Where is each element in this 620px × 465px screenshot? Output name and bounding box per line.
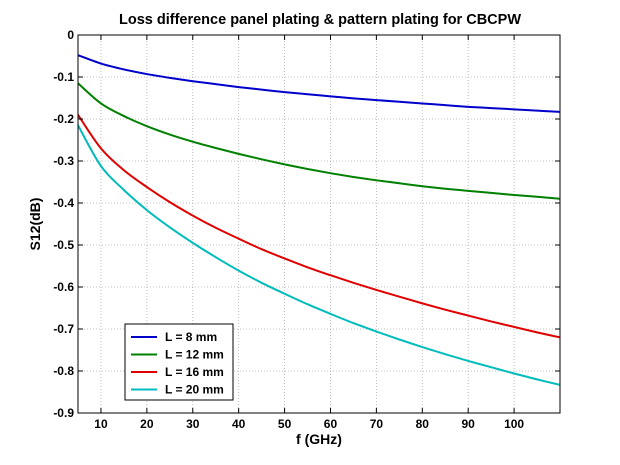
- legend-label-1: L = 8 mm: [165, 330, 217, 344]
- x-tick-label: 30: [186, 417, 200, 431]
- series-lines: [78, 54, 560, 386]
- x-tick-label: 50: [278, 417, 292, 431]
- legend-label-3: L = 16 mm: [165, 365, 224, 379]
- y-tick-label: -0.5: [53, 238, 74, 252]
- legend-label-4: L = 20 mm: [165, 383, 224, 397]
- x-tick-label: 60: [324, 417, 338, 431]
- y-tick-label: -0.2: [53, 112, 74, 126]
- chart-title: Loss difference panel plating & pattern …: [119, 12, 521, 28]
- x-tick-label: 70: [370, 417, 384, 431]
- grid: [78, 35, 560, 413]
- x-tick-label: 80: [416, 417, 430, 431]
- y-tick-label: 0: [67, 28, 74, 42]
- x-tick-label: 20: [140, 417, 154, 431]
- series-line-3: [78, 113, 560, 339]
- legend: L = 8 mm L = 12 mm L = 16 mm L = 20 mm: [124, 323, 234, 401]
- x-axis-label: f (GHz): [296, 431, 342, 447]
- y-axis-label: S12(dB): [27, 198, 43, 251]
- y-axis-ticks: 0 -0.1 -0.2 -0.3 -0.4 -0.5 -0.6 -0.7 -0.8 -0.9: [53, 28, 560, 420]
- x-tick-label: 10: [94, 417, 108, 431]
- y-tick-label: -0.6: [53, 280, 74, 294]
- x-tick-label: 100: [504, 417, 524, 431]
- y-tick-label: -0.3: [53, 154, 74, 168]
- y-tick-label: -0.8: [53, 364, 74, 378]
- y-tick-label: -0.1: [53, 70, 74, 84]
- x-axis-ticks: 10 20 30 40 50 60 70 80 90 100: [94, 35, 524, 431]
- plot-area-frame: [77, 34, 561, 414]
- legend-label-2: L = 12 mm: [165, 348, 224, 362]
- series-line-1: [78, 54, 560, 113]
- x-tick-label: 90: [462, 417, 476, 431]
- y-tick-label: -0.7: [53, 322, 74, 336]
- y-tick-label: -0.4: [53, 196, 74, 210]
- y-tick-label: -0.9: [53, 406, 74, 420]
- series-line-2: [78, 82, 560, 200]
- x-tick-label: 40: [232, 417, 246, 431]
- series-line-4: [78, 124, 560, 386]
